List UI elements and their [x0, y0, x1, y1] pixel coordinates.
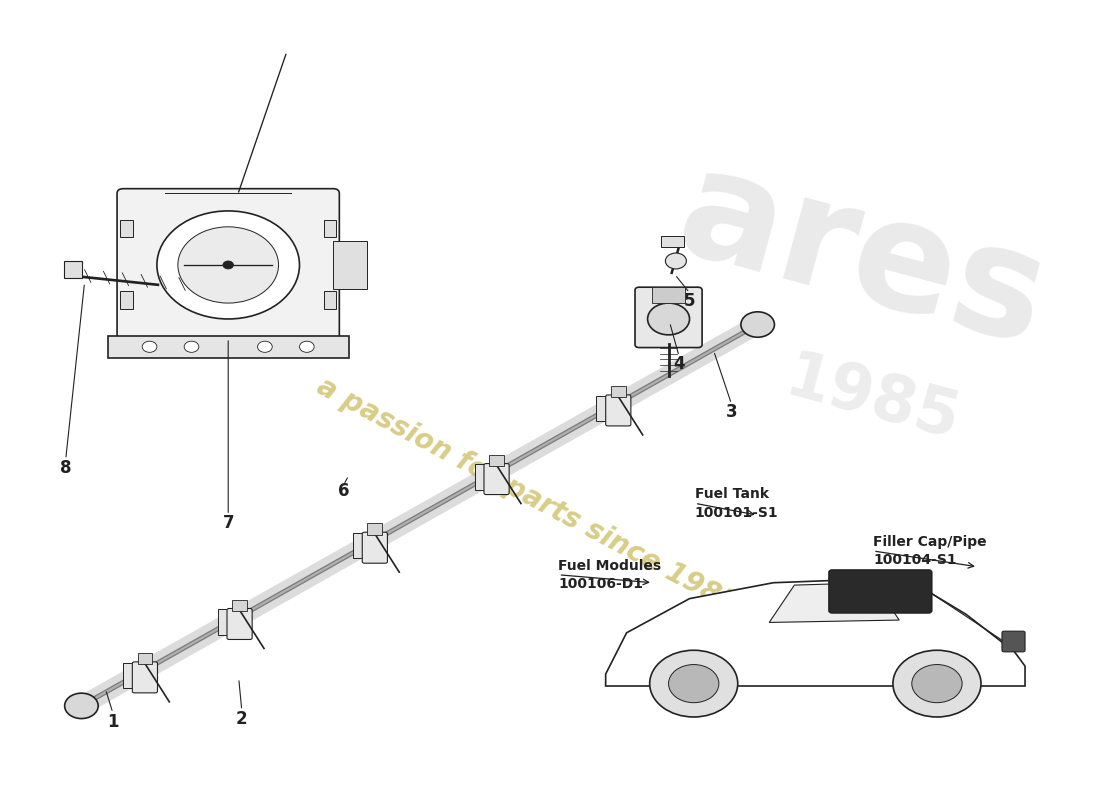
- Circle shape: [223, 261, 233, 269]
- Bar: [333, 241, 366, 289]
- FancyBboxPatch shape: [132, 662, 157, 693]
- Text: 4: 4: [673, 355, 685, 374]
- Circle shape: [65, 693, 98, 718]
- Text: 6: 6: [338, 482, 350, 500]
- Circle shape: [257, 342, 272, 352]
- Bar: [661, 236, 684, 247]
- Text: 1985: 1985: [779, 347, 967, 453]
- Bar: [138, 653, 152, 664]
- Circle shape: [912, 665, 962, 702]
- Bar: [652, 287, 685, 303]
- Bar: [367, 523, 382, 534]
- Bar: [120, 291, 133, 309]
- Bar: [120, 220, 133, 237]
- Text: 2: 2: [236, 710, 248, 728]
- Text: 3: 3: [726, 403, 737, 421]
- FancyBboxPatch shape: [635, 287, 702, 347]
- Bar: [232, 600, 246, 611]
- Bar: [323, 220, 337, 237]
- Bar: [474, 464, 499, 490]
- FancyBboxPatch shape: [484, 463, 509, 494]
- Circle shape: [741, 312, 774, 338]
- FancyBboxPatch shape: [606, 395, 631, 426]
- FancyBboxPatch shape: [362, 532, 387, 563]
- Circle shape: [178, 227, 278, 303]
- FancyBboxPatch shape: [117, 189, 339, 342]
- FancyBboxPatch shape: [1002, 631, 1025, 652]
- Circle shape: [184, 342, 199, 352]
- Text: a passion for parts since 1985: a passion for parts since 1985: [312, 372, 741, 618]
- Circle shape: [893, 650, 981, 717]
- Text: 1: 1: [107, 713, 119, 730]
- Circle shape: [669, 665, 719, 702]
- Circle shape: [142, 342, 157, 352]
- Polygon shape: [606, 580, 1025, 686]
- Circle shape: [666, 253, 686, 269]
- Text: Fuel Tank
100101-S1: Fuel Tank 100101-S1: [695, 487, 779, 520]
- FancyBboxPatch shape: [227, 609, 252, 639]
- Text: ares: ares: [663, 137, 1062, 378]
- Text: 8: 8: [59, 458, 72, 477]
- Bar: [353, 533, 378, 558]
- Bar: [218, 610, 243, 634]
- Circle shape: [650, 650, 738, 717]
- Circle shape: [299, 342, 315, 352]
- Text: Fuel Modules
100106-D1: Fuel Modules 100106-D1: [559, 559, 661, 591]
- Circle shape: [157, 211, 299, 319]
- Bar: [596, 396, 622, 421]
- Text: 7: 7: [222, 514, 234, 532]
- Bar: [610, 386, 626, 398]
- FancyBboxPatch shape: [829, 570, 932, 613]
- Polygon shape: [769, 582, 899, 622]
- Bar: [64, 261, 82, 278]
- Bar: [108, 336, 349, 358]
- Bar: [323, 291, 337, 309]
- Text: Filler Cap/Pipe
100104-S1: Filler Cap/Pipe 100104-S1: [873, 535, 987, 567]
- Text: 5: 5: [684, 292, 695, 310]
- Bar: [123, 662, 148, 688]
- Circle shape: [648, 303, 690, 335]
- Bar: [490, 455, 504, 466]
